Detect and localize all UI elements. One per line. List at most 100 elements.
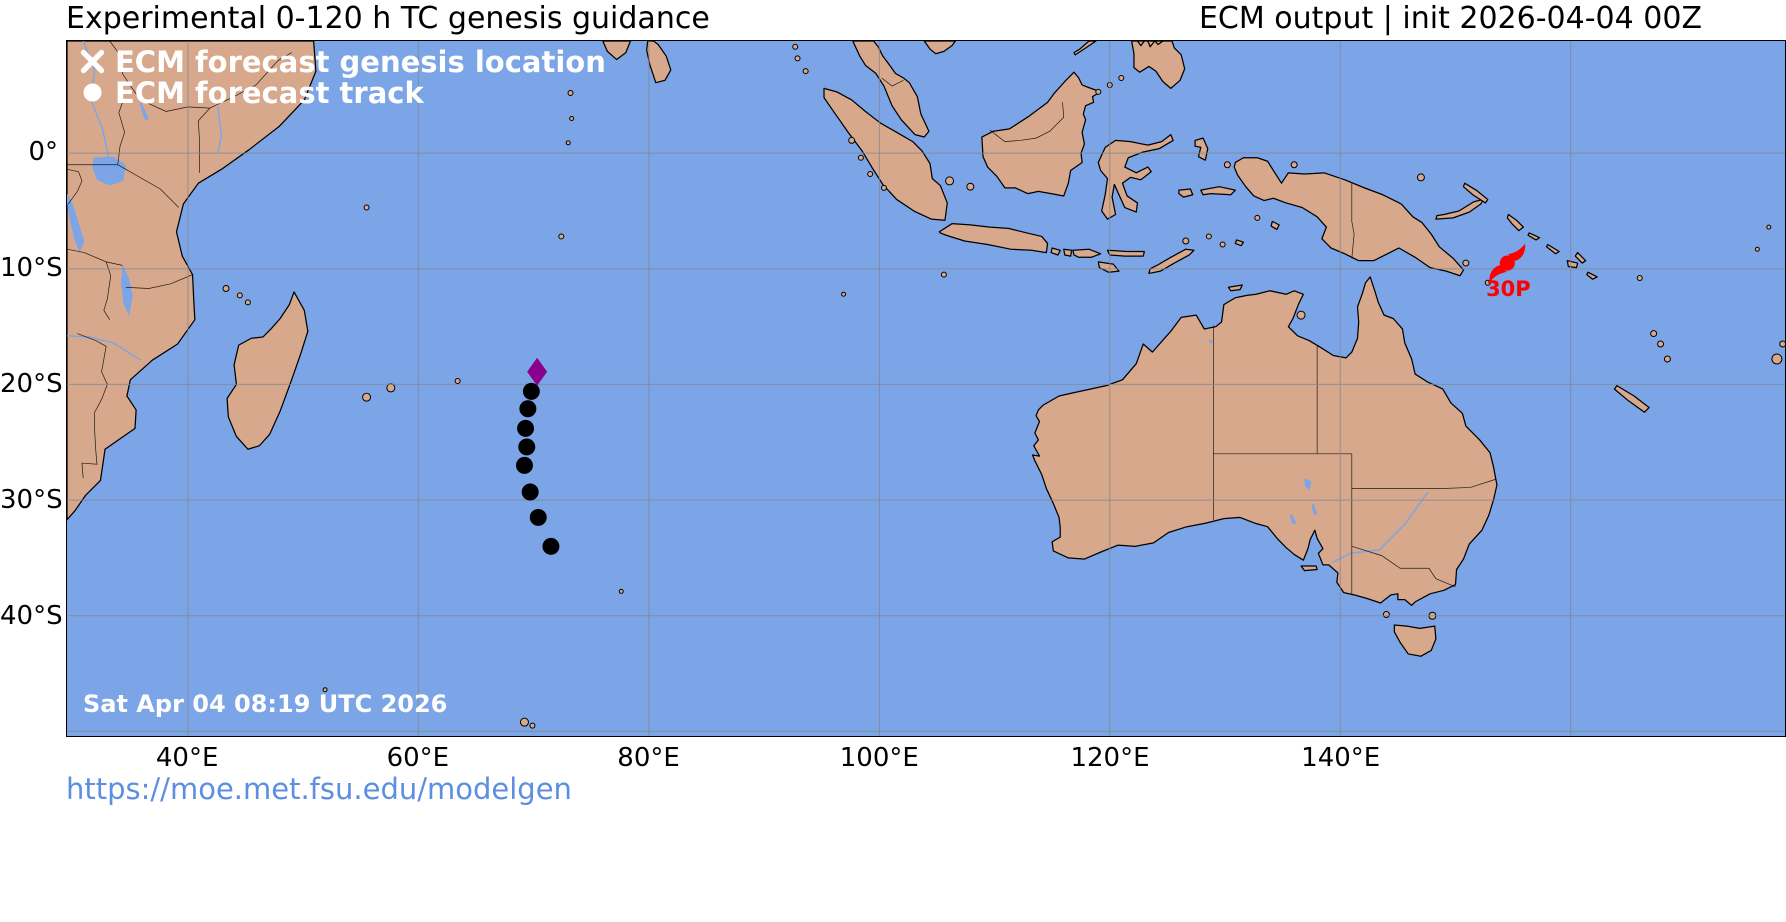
genesis-marker [527, 357, 548, 386]
legend-genesis-row: ECM forecast genesis location [79, 45, 606, 79]
small-island [1296, 310, 1306, 320]
landmass [1566, 260, 1579, 269]
landmass [67, 41, 317, 521]
small-island [244, 299, 251, 306]
small-island [362, 392, 372, 402]
small-island [1095, 88, 1102, 95]
admin-border [989, 102, 1065, 142]
small-island [841, 291, 847, 297]
model-init-label: ECM output | init 2026-04-04 00Z [1198, 1, 1702, 36]
landmass [1506, 213, 1525, 232]
landmass [923, 41, 956, 55]
track-point [519, 400, 537, 418]
admin-border [67, 168, 83, 205]
track-point [521, 483, 539, 501]
admin-border [103, 261, 112, 320]
small-island [792, 43, 799, 50]
small-islands-layer [222, 43, 1785, 729]
track-dot-icon [83, 83, 102, 102]
storm-arm-top [1507, 243, 1526, 261]
lake [1289, 513, 1297, 525]
small-island [1754, 246, 1760, 252]
landmass [823, 87, 948, 221]
admin-border [209, 52, 292, 109]
landmass [1072, 248, 1102, 258]
legend-track-label: ECM forecast track [115, 75, 424, 110]
lake [1208, 339, 1214, 345]
small-island [794, 55, 801, 62]
admin-border [140, 99, 210, 112]
lat-tick-label: 0° [28, 137, 58, 168]
small-island [386, 383, 396, 393]
landmass [938, 223, 1049, 254]
landmass [852, 41, 930, 138]
lon-tick-label: 120°E [1070, 743, 1150, 773]
admin-border [81, 412, 98, 479]
small-island [867, 171, 874, 178]
landmass [226, 291, 309, 450]
land-layer [67, 41, 1650, 657]
landmass [1136, 41, 1145, 47]
storm-arm-bottom [1489, 265, 1507, 283]
small-island [848, 136, 856, 144]
lon-tick-label: 80°E [617, 743, 680, 773]
landmass [1063, 248, 1073, 257]
admin-border [1351, 183, 1355, 259]
small-island [1462, 259, 1470, 267]
admin-border [881, 77, 904, 87]
small-island [880, 184, 887, 191]
admin-border [197, 107, 211, 173]
lake [139, 101, 149, 121]
small-island [567, 90, 574, 97]
map-canvas: 30P ECM forecast genesis location ECM fo… [66, 40, 1786, 737]
graticule-layer [67, 41, 1785, 736]
landmass [1097, 261, 1120, 273]
storm-eye [1499, 255, 1515, 271]
landmass [1234, 239, 1245, 247]
admin-border [67, 164, 180, 208]
landmass [1613, 384, 1650, 413]
source-url-link[interactable]: https://moe.met.fsu.edu/modelgen [66, 772, 572, 806]
small-island [569, 115, 575, 121]
small-island [1650, 330, 1658, 338]
small-island [1290, 161, 1298, 169]
lake [67, 193, 85, 253]
small-island [565, 140, 571, 146]
lake [92, 156, 126, 186]
small-island [1663, 355, 1671, 363]
small-island [519, 717, 529, 727]
lat-tick-label: 30°S [0, 485, 63, 516]
admin-border [117, 99, 125, 165]
small-island [1779, 340, 1785, 348]
storm-symbol: 30P [1486, 243, 1531, 301]
admin-border [125, 274, 193, 289]
small-island [1657, 340, 1665, 348]
small-island [322, 687, 328, 693]
admin-border [1351, 546, 1456, 588]
landmass [1435, 198, 1484, 220]
track-point [515, 456, 533, 474]
landmass [1527, 232, 1541, 241]
landmass [981, 71, 1102, 197]
small-island [558, 233, 565, 240]
small-island [857, 154, 864, 161]
landmass [1233, 157, 1465, 277]
track-point [529, 508, 547, 526]
landmass [1097, 134, 1174, 220]
small-island [940, 271, 947, 278]
small-island [1382, 611, 1390, 619]
landmass [1147, 41, 1156, 48]
landmass [1073, 41, 1097, 56]
lat-tick-label: 40°S [0, 601, 63, 632]
small-island [1771, 353, 1783, 365]
admin-border-layer [67, 41, 1496, 594]
landmass [1148, 248, 1195, 275]
small-island [1254, 214, 1261, 221]
small-island [1118, 75, 1125, 81]
small-island [1205, 233, 1212, 240]
small-island [618, 588, 624, 594]
lon-tick-label: 140°E [1301, 743, 1381, 773]
small-island [1223, 161, 1231, 169]
small-island [363, 204, 370, 211]
